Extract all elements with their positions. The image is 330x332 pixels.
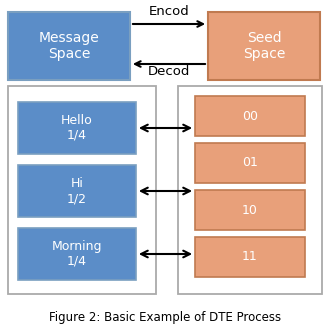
Bar: [178, 86, 322, 294]
Text: Hello
1/4: Hello 1/4: [61, 114, 93, 142]
Bar: [18, 228, 136, 280]
Text: 01: 01: [242, 156, 258, 170]
Text: Decod: Decod: [148, 65, 190, 78]
Bar: [18, 165, 136, 217]
Bar: [208, 12, 320, 80]
Bar: [195, 143, 305, 183]
Text: 10: 10: [242, 204, 258, 216]
Text: Morning
1/4: Morning 1/4: [52, 240, 102, 268]
Text: Encod: Encod: [148, 5, 189, 18]
Text: Hi
1/2: Hi 1/2: [67, 177, 87, 205]
Bar: [8, 86, 156, 294]
Text: Message
Space: Message Space: [39, 31, 99, 61]
Text: 00: 00: [242, 110, 258, 123]
Bar: [195, 190, 305, 230]
Text: Figure 2: Basic Example of DTE Process: Figure 2: Basic Example of DTE Process: [49, 311, 281, 324]
Text: 11: 11: [242, 251, 258, 264]
Text: Seed
Space: Seed Space: [243, 31, 285, 61]
Bar: [195, 96, 305, 136]
Bar: [18, 102, 136, 154]
Bar: [195, 237, 305, 277]
Bar: [8, 12, 130, 80]
